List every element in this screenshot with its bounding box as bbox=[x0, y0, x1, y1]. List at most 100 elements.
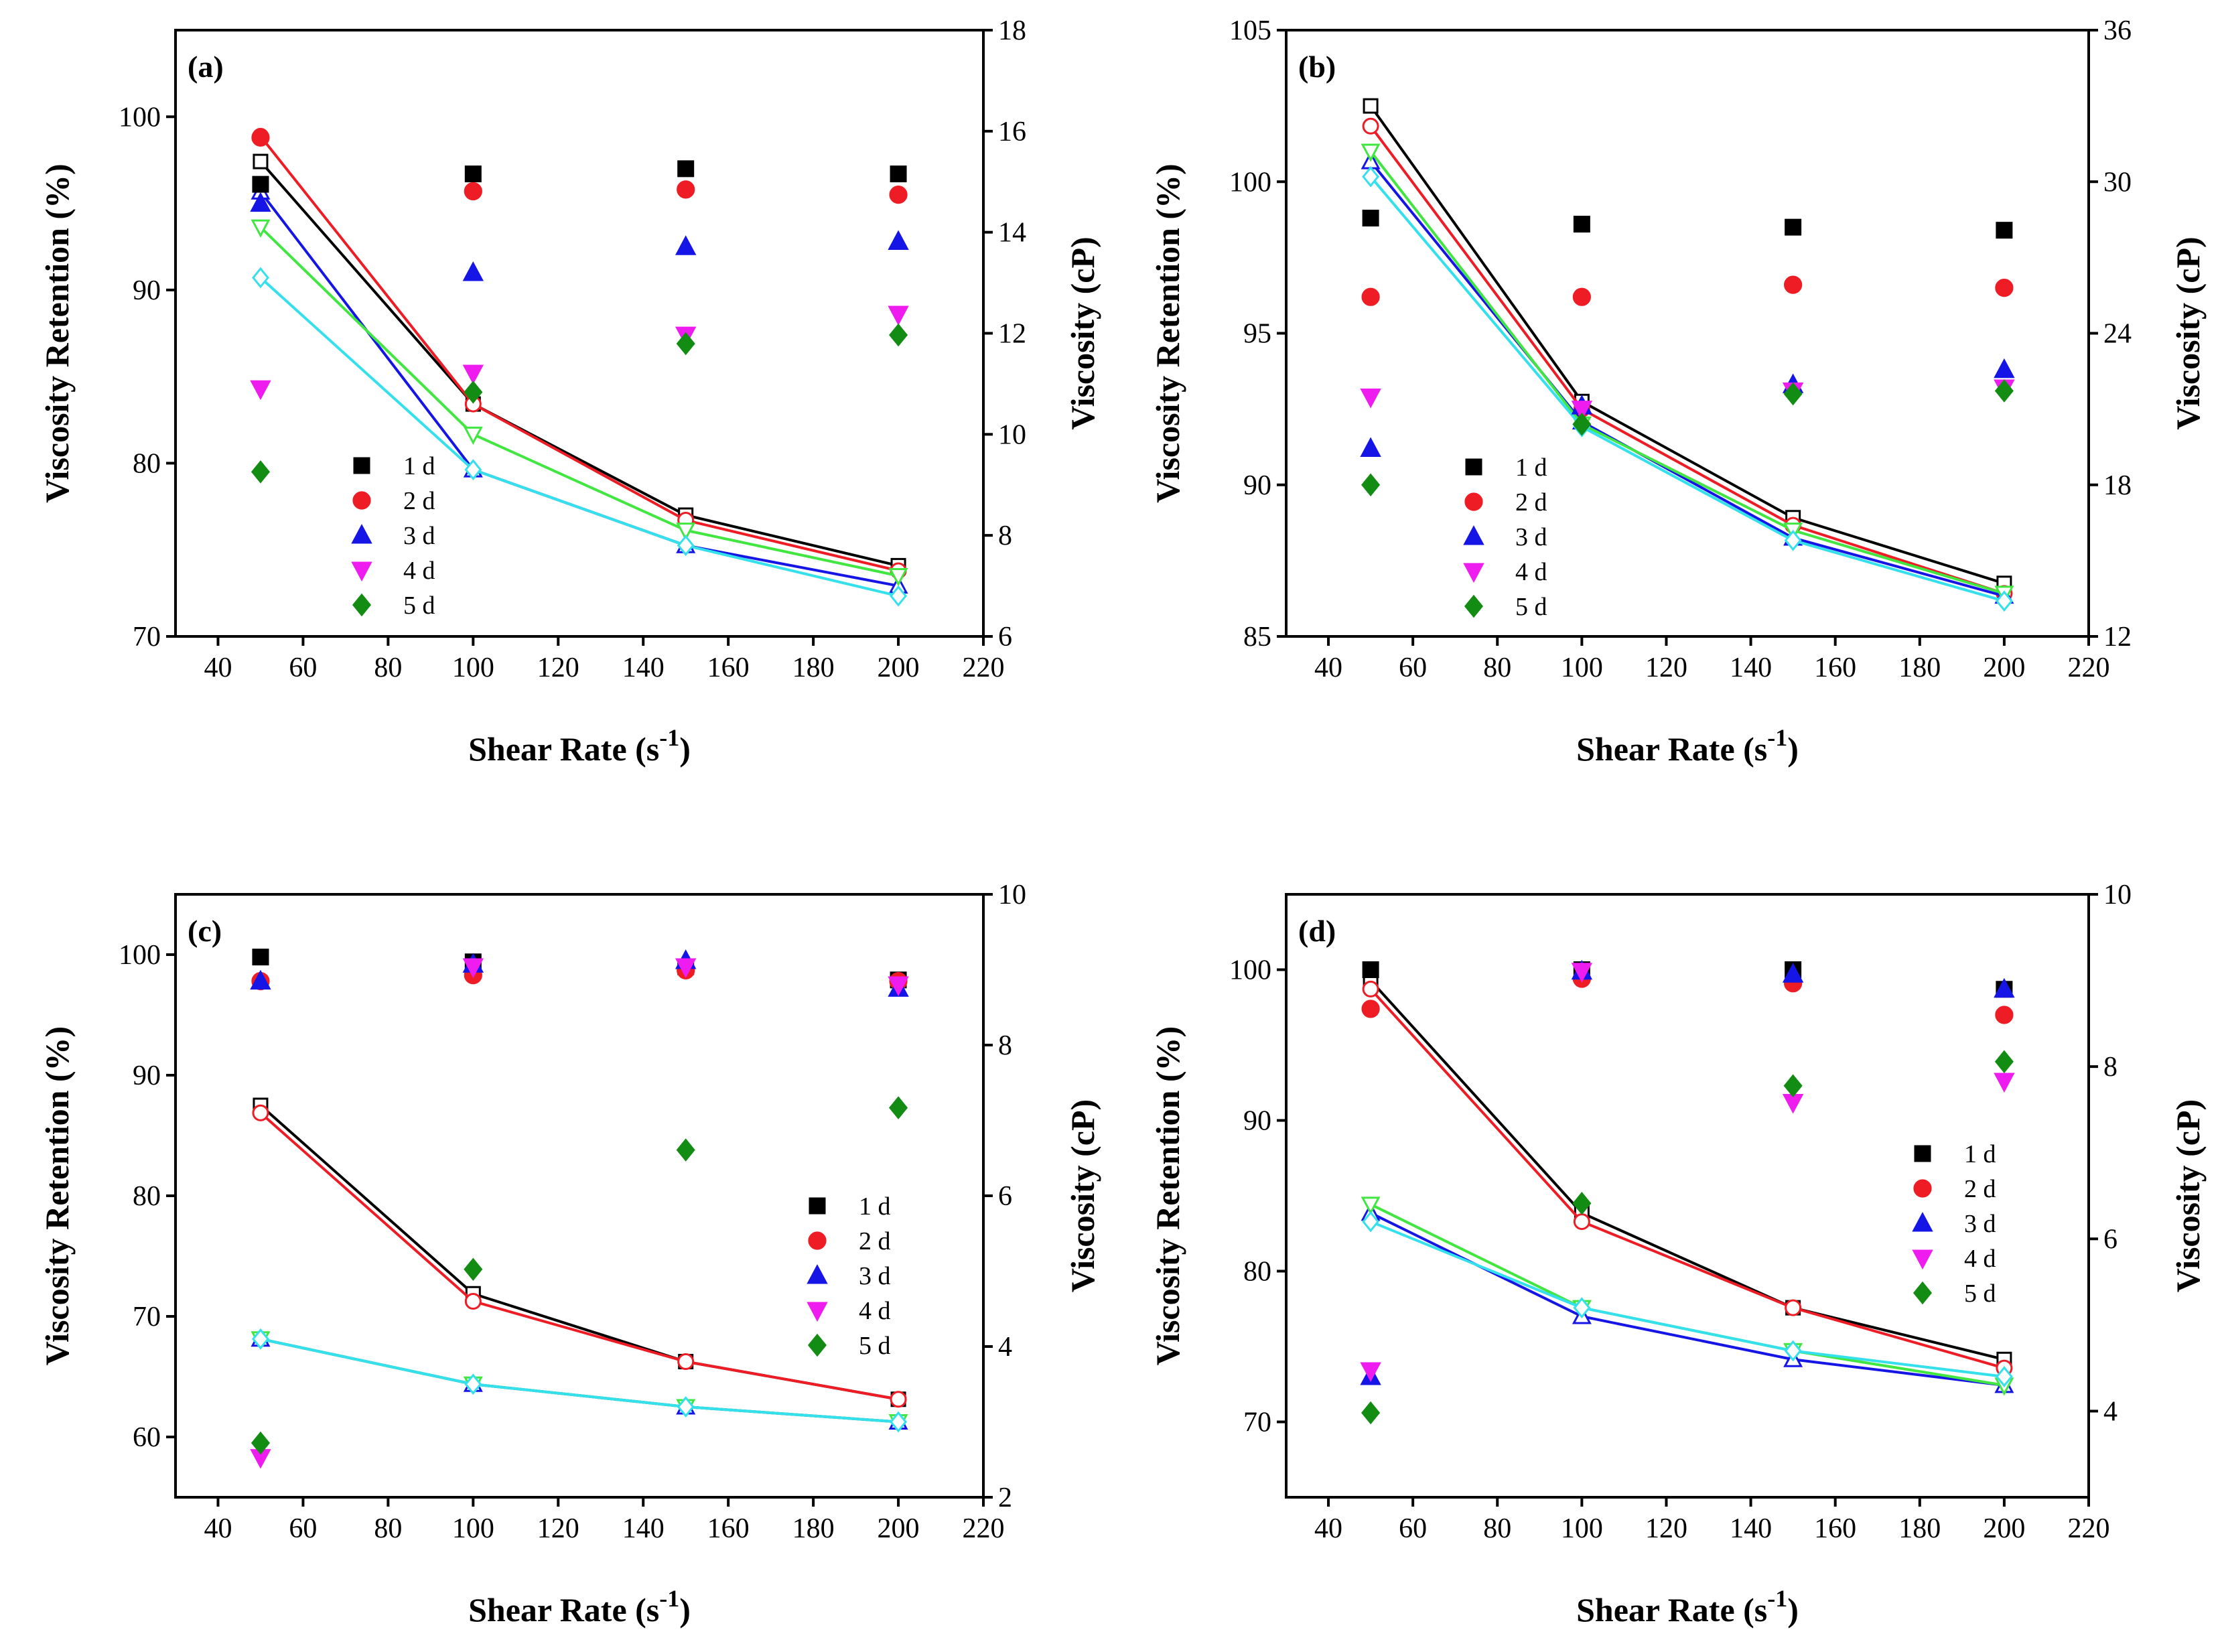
x-axis-label: Shear Rate (s-1) bbox=[1576, 724, 1799, 768]
legend-marker bbox=[1464, 594, 1484, 618]
y-tick-label: 85 bbox=[1243, 622, 1271, 652]
legend-label: 4 d bbox=[859, 1297, 891, 1325]
x-tick-label: 100 bbox=[452, 1513, 494, 1544]
y2-axis-label: Viscosity (cP) bbox=[1064, 236, 1101, 429]
x-tick-label: 140 bbox=[1730, 1513, 1772, 1544]
viscosity-point bbox=[1785, 1299, 1802, 1316]
y2-tick-label: 10 bbox=[998, 419, 1026, 450]
x-tick-label: 60 bbox=[289, 652, 317, 683]
chart-panel-a: 40 60 80 100 120 140 160 180 200 220 70 80 90 100 6 8 10… bbox=[38, 15, 1101, 768]
y-tick-label: 90 bbox=[133, 275, 161, 306]
legend-label: 5 d bbox=[1515, 593, 1547, 621]
viscosity-point bbox=[1362, 1211, 1380, 1233]
legend-label: 4 d bbox=[1964, 1245, 1996, 1273]
x-tick-label: 200 bbox=[878, 652, 920, 683]
x-axis-label-exponent: -1 bbox=[659, 1585, 679, 1612]
retention-point bbox=[1362, 961, 1379, 978]
viscosity-point bbox=[890, 1411, 907, 1433]
x-tick-label: 40 bbox=[204, 1513, 232, 1544]
x-axis-label: Shear Rate (s-1) bbox=[468, 1585, 691, 1629]
retention-point bbox=[1782, 963, 1804, 983]
viscosity-line-1d bbox=[259, 160, 899, 567]
retention-point bbox=[462, 364, 484, 385]
retention-point bbox=[464, 381, 483, 404]
retention-point bbox=[1362, 210, 1379, 227]
x-axis-label-main: Shear Rate (s bbox=[1576, 1591, 1767, 1629]
retention-point bbox=[888, 305, 909, 326]
y2-tick-label: 14 bbox=[998, 218, 1026, 249]
y2-tick-label: 2 bbox=[998, 1483, 1012, 1513]
retention-point bbox=[1994, 1050, 2014, 1073]
legend-marker bbox=[353, 457, 370, 474]
viscosity-point bbox=[677, 1396, 695, 1418]
viscosity-point bbox=[1784, 1340, 1802, 1362]
x-tick-label: 140 bbox=[1730, 652, 1772, 683]
y2-tick-label: 4 bbox=[2103, 1396, 2117, 1427]
retention-point bbox=[888, 976, 909, 996]
viscosity-point bbox=[677, 1353, 695, 1370]
viscosity-point bbox=[463, 426, 483, 445]
x-tick-label: 200 bbox=[1983, 652, 2025, 683]
legend-label: 5 d bbox=[1964, 1280, 1996, 1308]
viscosity-line-1d bbox=[1369, 979, 2005, 1361]
legend-marker bbox=[1463, 525, 1484, 545]
retention-point bbox=[252, 949, 269, 966]
legend-marker bbox=[352, 593, 372, 617]
retention-point bbox=[462, 958, 484, 978]
retention-point bbox=[1573, 216, 1590, 233]
legend-label: 2 d bbox=[859, 1227, 891, 1255]
viscosity-point bbox=[1362, 117, 1379, 135]
retention-point bbox=[1572, 413, 1592, 436]
legend-marker bbox=[1913, 1281, 1933, 1305]
retention-point bbox=[1361, 473, 1381, 496]
legend-marker bbox=[1464, 492, 1483, 511]
retention-point bbox=[888, 230, 909, 250]
y2-tick-label: 8 bbox=[2103, 1052, 2117, 1083]
viscosity-line-5d bbox=[259, 277, 899, 598]
x-tick-label: 80 bbox=[374, 1513, 402, 1544]
viscosity-line-5d bbox=[260, 1337, 899, 1424]
x-tick-label: 120 bbox=[537, 1513, 579, 1544]
y-tick-label: 100 bbox=[119, 940, 161, 971]
x-axis-label-close: ) bbox=[679, 730, 691, 768]
viscosity-line-5d bbox=[1370, 1220, 2005, 1378]
retention-point bbox=[464, 165, 482, 183]
legend-label: 5 d bbox=[403, 592, 435, 620]
x-tick-label: 120 bbox=[537, 652, 579, 683]
viscosity-point bbox=[252, 1328, 269, 1350]
legend-label: 2 d bbox=[1964, 1175, 1996, 1203]
viscosity-point bbox=[888, 568, 908, 587]
x-tick-label: 160 bbox=[707, 652, 750, 683]
retention-point bbox=[1994, 379, 2014, 403]
y-axis-label: Viscosity Retention (%) bbox=[38, 1026, 76, 1365]
y2-axis-label: Viscosity (cP) bbox=[2169, 236, 2207, 429]
y2-axis-label: Viscosity (cP) bbox=[2169, 1099, 2207, 1292]
chart-panel-c: 40 60 80 100 120 140 160 180 200 220 60 70 80 90 100 2 4… bbox=[38, 880, 1101, 1629]
x-tick-label: 180 bbox=[792, 652, 835, 683]
x-tick-label: 180 bbox=[1898, 652, 1941, 683]
y-tick-label: 70 bbox=[133, 1302, 161, 1332]
viscosity-point bbox=[677, 535, 695, 557]
retention-point bbox=[675, 958, 697, 978]
legend-marker bbox=[1912, 1212, 1933, 1232]
x-axis-label-close: ) bbox=[1787, 1591, 1799, 1629]
legend-label: 2 d bbox=[403, 487, 435, 515]
viscosity-point bbox=[252, 1104, 269, 1121]
x-tick-label: 220 bbox=[963, 1513, 1005, 1544]
legend-marker bbox=[1465, 458, 1482, 476]
legend-marker bbox=[807, 1302, 828, 1322]
y-axis-label: Viscosity Retention (%) bbox=[1149, 163, 1186, 502]
x-axis-label-close: ) bbox=[679, 1591, 691, 1629]
legend-marker bbox=[351, 561, 372, 581]
retention-point bbox=[1783, 382, 1803, 406]
viscosity-point bbox=[1361, 1196, 1381, 1215]
y2-tick-label: 4 bbox=[998, 1332, 1012, 1363]
x-tick-label: 220 bbox=[2068, 652, 2110, 683]
x-axis-label: Shear Rate (s-1) bbox=[468, 724, 691, 768]
y2-tick-label: 12 bbox=[2103, 622, 2132, 652]
retention-point bbox=[1361, 1401, 1381, 1425]
legend-label: 1 d bbox=[1964, 1140, 1996, 1168]
legend-marker bbox=[1463, 563, 1484, 583]
viscosity-point bbox=[1995, 590, 2013, 612]
viscosity-point bbox=[890, 1391, 907, 1408]
